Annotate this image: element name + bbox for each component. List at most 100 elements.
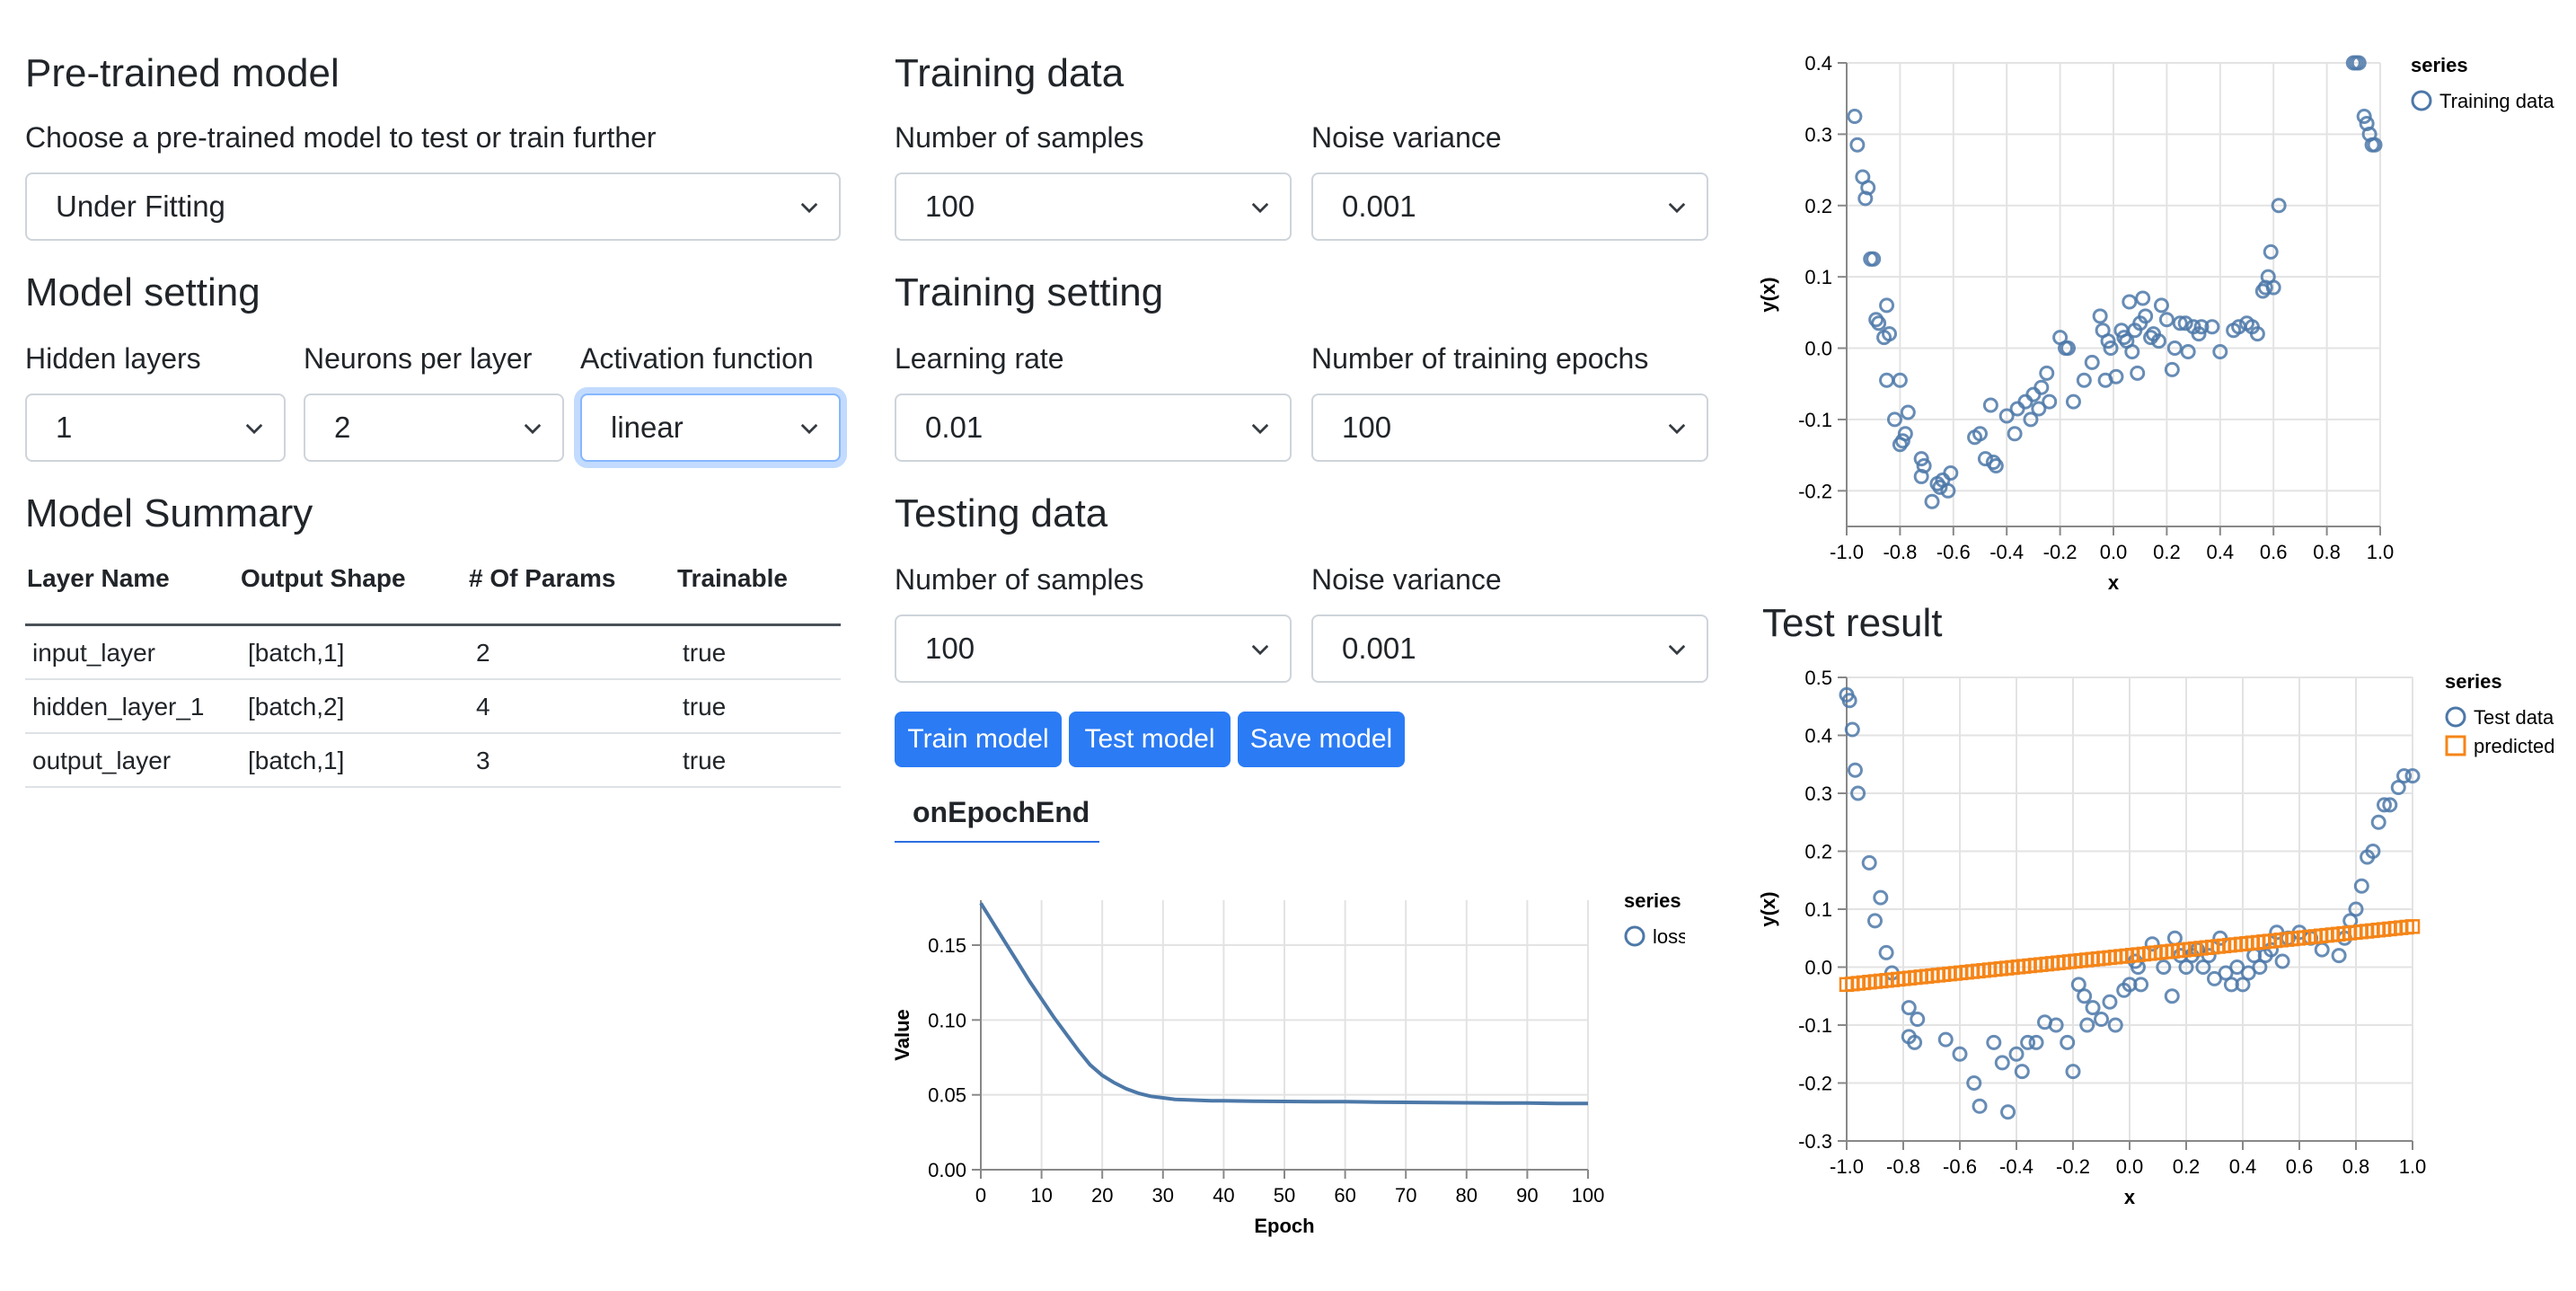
y-tick-label: 0.15	[928, 934, 966, 957]
y-tick-label: 0.05	[928, 1084, 966, 1107]
summary-cell: 2	[476, 639, 490, 667]
chevron-down-icon	[1251, 202, 1269, 214]
training-data-point	[2191, 326, 2207, 342]
test-data-point	[2107, 1017, 2123, 1033]
learning-rate-label: Learning rate	[895, 342, 1064, 375]
activation-select[interactable]: linear	[580, 393, 841, 462]
x-tick-label: 10	[1030, 1184, 1052, 1207]
pretrained-model-select[interactable]: Under Fitting	[25, 172, 841, 241]
epochs-select[interactable]: 100	[1311, 393, 1708, 462]
training-samples-value: 100	[925, 190, 975, 223]
chevron-down-icon	[800, 202, 818, 214]
test-model-button[interactable]: Test model	[1069, 712, 1231, 767]
testing-noise-value: 0.001	[1342, 632, 1416, 665]
training-data-point	[2180, 344, 2196, 360]
x-axis-label: Epoch	[1254, 1215, 1314, 1237]
testing-samples-select[interactable]: 100	[895, 615, 1292, 683]
train-model-button[interactable]: Train model	[895, 712, 1062, 767]
training-data-point	[1988, 458, 2004, 474]
y-tick-label: 0.0	[1804, 957, 1832, 979]
training-data-point	[2025, 386, 2042, 402]
x-tick-label: 0.8	[2342, 1155, 2370, 1178]
x-tick-label: -0.4	[1989, 541, 2024, 563]
x-tick-label: 90	[1516, 1184, 1538, 1207]
training-data-point	[1871, 315, 1887, 332]
chevron-down-icon	[1668, 644, 1686, 656]
legend-label: predicted	[2474, 735, 2555, 757]
y-tick-label: 0.1	[1804, 898, 1832, 921]
summary-cell: [batch,1]	[248, 747, 345, 774]
y-tick-label: 0.2	[1804, 195, 1832, 217]
training-data-point	[2177, 315, 2193, 332]
training-data-point	[2076, 372, 2092, 388]
training-data-point	[2031, 401, 2047, 417]
x-tick-label: 0.6	[2286, 1155, 2314, 1178]
training-data-point	[2023, 411, 2039, 428]
training-samples-select[interactable]: 100	[895, 172, 1292, 241]
test-data-point	[2166, 930, 2183, 946]
summary-cell: output_layer	[32, 747, 172, 774]
testing-noise-select[interactable]: 0.001	[1311, 615, 1708, 683]
hidden-layers-select[interactable]: 1	[25, 393, 286, 462]
x-axis-label: x	[2108, 571, 2120, 593]
neurons-select[interactable]: 2	[304, 393, 564, 462]
test-data-point	[2008, 1046, 2025, 1062]
summary-header-trainable: Trainable	[677, 564, 788, 592]
test-data-point	[2348, 901, 2364, 917]
test-data-point	[2314, 942, 2330, 958]
training-data-point	[1913, 468, 1929, 484]
x-tick-label: -1.0	[1830, 1155, 1864, 1178]
neurons-value: 2	[334, 411, 351, 444]
hidden-layers-value: 1	[56, 411, 73, 444]
test-data-point	[2133, 977, 2149, 993]
x-tick-label: 50	[1274, 1184, 1295, 1207]
training-data-point	[2204, 319, 2220, 335]
training-data-point	[1897, 426, 1913, 442]
test-data-point	[2020, 1034, 2036, 1050]
training-data-point	[1982, 397, 1998, 413]
testing-samples-value: 100	[925, 632, 975, 665]
training-data-point	[1892, 372, 1908, 388]
x-tick-label: -0.8	[1886, 1155, 1920, 1178]
epochs-label: Number of training epochs	[1311, 342, 1649, 375]
training-data-point	[1913, 451, 1929, 467]
test-data-point	[2235, 977, 2251, 993]
activation-value: linear	[611, 411, 684, 444]
chevron-down-icon	[1668, 423, 1686, 435]
summary-header-divider	[25, 623, 841, 626]
training-data-point	[1977, 451, 1993, 467]
legend-title: series	[2445, 670, 2502, 693]
training-noise-select[interactable]: 0.001	[1311, 172, 1708, 241]
learning-rate-select[interactable]: 0.01	[895, 393, 1292, 462]
training-data-point	[1860, 180, 1876, 196]
x-axis-label: x	[2124, 1186, 2136, 1204]
table-row: input_layer [batch,1] 2 true	[25, 626, 841, 680]
save-model-button[interactable]: Save model	[1238, 712, 1405, 767]
summary-header-params: # Of Params	[469, 564, 616, 592]
table-row: hidden_layer_1 [batch,2] 4 true	[25, 680, 841, 734]
legend-title: series	[1624, 889, 1681, 912]
test-data-point	[2178, 959, 2194, 975]
x-tick-label: -0.6	[1936, 541, 1971, 563]
training-data-point	[2017, 393, 2033, 410]
y-tick-label: 0.4	[1804, 52, 1832, 75]
summary-cell: 4	[476, 693, 490, 721]
test-data-point	[2094, 1012, 2109, 1028]
summary-header-layer-name: Layer Name	[27, 564, 170, 592]
training-data-point	[2033, 379, 2050, 395]
pretrained-model-value: Under Fitting	[56, 190, 225, 223]
x-tick-label: 0	[975, 1184, 986, 1207]
test-data-point	[2207, 970, 2222, 986]
x-tick-label: -0.4	[1999, 1155, 2033, 1178]
training-data-point	[2130, 365, 2146, 381]
y-tick-label: 0.5	[1804, 667, 1832, 689]
training-data-point	[1849, 137, 1866, 153]
training-data-point	[2265, 279, 2281, 296]
test-data-point	[2218, 965, 2234, 981]
training-data-point	[2103, 340, 2119, 357]
x-tick-label: 0.2	[2173, 1155, 2201, 1178]
x-tick-label: 70	[1395, 1184, 1416, 1207]
tab-on-epoch-end[interactable]: onEpochEnd	[895, 792, 1099, 843]
y-tick-label: 0.1	[1804, 266, 1832, 288]
y-axis-label: Value	[895, 1009, 913, 1060]
